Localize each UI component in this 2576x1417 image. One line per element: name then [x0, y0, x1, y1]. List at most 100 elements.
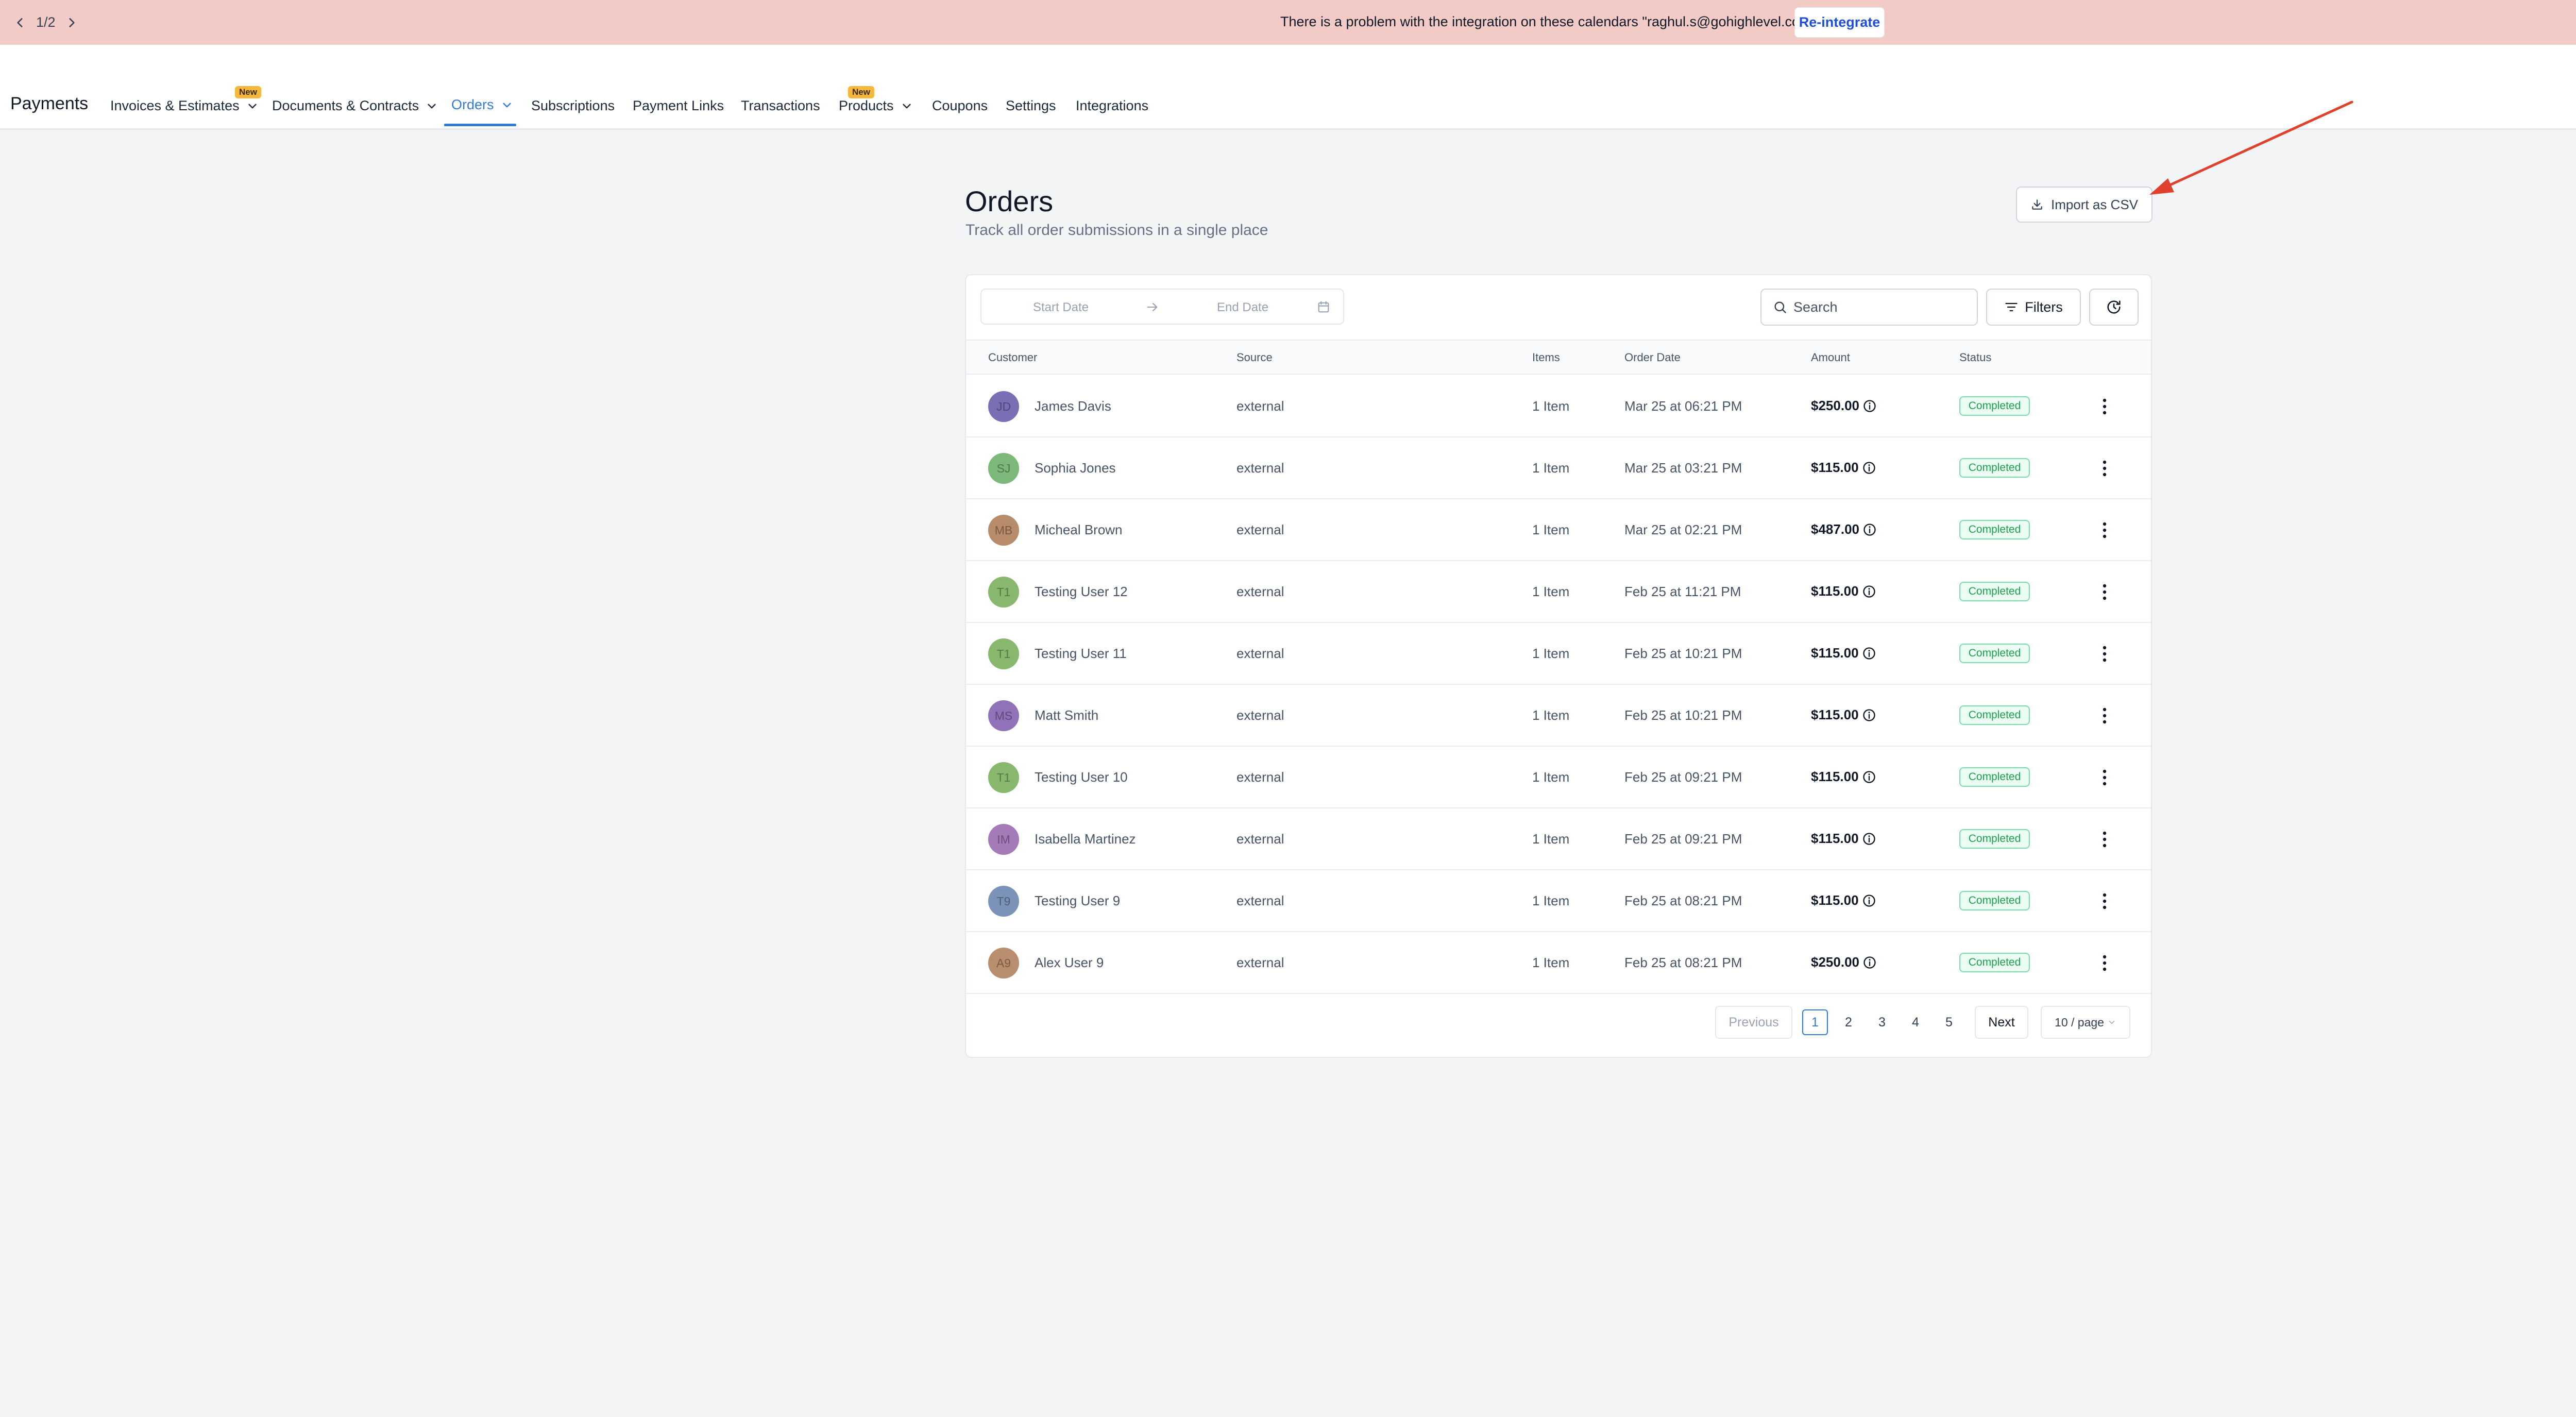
column-header[interactable]: Order Date [1624, 351, 1681, 364]
customer-name[interactable]: Testing User 12 [1035, 584, 1128, 599]
search-icon [1774, 301, 1786, 313]
table-row[interactable]: MS Matt Smith external 1 Item Feb 25 at 10:2… [966, 685, 2151, 747]
items-cell: 1 Item [1532, 584, 1570, 599]
avatar: A9 [988, 948, 1019, 979]
info-icon[interactable] [1862, 399, 1877, 413]
row-actions-button[interactable] [2098, 891, 2111, 912]
column-header[interactable]: Status [1959, 351, 1992, 364]
chevron-right-icon[interactable] [65, 16, 78, 29]
items-cell: 1 Item [1532, 893, 1570, 908]
column-header[interactable]: Source [1236, 351, 1273, 364]
info-icon[interactable] [1862, 955, 1877, 970]
info-icon[interactable] [1862, 832, 1876, 846]
table-row[interactable]: T1 Testing User 12 external 1 Item Feb 25 at… [966, 561, 2151, 623]
info-icon[interactable] [1862, 461, 1876, 475]
info-icon[interactable] [1862, 770, 1876, 784]
amount-cell: $115.00 [1811, 583, 1876, 599]
nav-payment-links[interactable]: Payment Links [633, 98, 724, 114]
nav-settings[interactable]: Settings [1006, 98, 1056, 114]
page-number[interactable]: 3 [1878, 1015, 1886, 1030]
page-number[interactable]: 2 [1845, 1015, 1852, 1030]
nav-products[interactable]: Products [839, 98, 913, 114]
new-badge: New [235, 86, 261, 98]
nav-orders[interactable]: Orders [451, 97, 514, 113]
customer-name[interactable]: Isabella Martinez [1035, 831, 1136, 847]
row-actions-button[interactable] [2098, 396, 2111, 417]
refresh-button[interactable] [2089, 289, 2139, 326]
customer-name[interactable]: Testing User 11 [1035, 646, 1127, 661]
source-cell: external [1236, 831, 1284, 847]
amount-cell: $115.00 [1811, 460, 1876, 476]
table-row[interactable]: T9 Testing User 9 external 1 Item Feb 25 at … [966, 870, 2151, 932]
search-box[interactable] [1760, 289, 1978, 326]
previous-page-button[interactable]: Previous [1715, 1006, 1792, 1039]
start-date-field[interactable]: Start Date [1033, 300, 1089, 314]
table-row[interactable]: SJ Sophia Jones external 1 Item Mar 25 at 03… [966, 437, 2151, 499]
table-row[interactable]: IM Isabella Martinez external 1 Item Feb 25 … [966, 808, 2151, 870]
nav-label: Products [839, 98, 894, 113]
customer-name[interactable]: James Davis [1035, 398, 1111, 414]
items-cell: 1 Item [1532, 398, 1570, 414]
search-input[interactable] [1793, 299, 1969, 315]
status-badge: Completed [1959, 953, 2030, 972]
amount-cell: $115.00 [1811, 892, 1876, 908]
next-page-button[interactable]: Next [1975, 1006, 2028, 1039]
chevron-left-icon[interactable] [13, 16, 27, 29]
customer-name[interactable]: Sophia Jones [1035, 460, 1116, 476]
calendar-icon[interactable] [1316, 300, 1331, 314]
end-date-field[interactable]: End Date [1217, 300, 1269, 314]
amount-value: $115.00 [1811, 460, 1859, 475]
nav-documents-contracts[interactable]: Documents & Contracts [272, 98, 438, 114]
nav-invoices-estimates[interactable]: Invoices & Estimates [110, 98, 259, 114]
customer-name[interactable]: Testing User 9 [1035, 893, 1121, 908]
annotation-arrow-icon [2149, 100, 2353, 195]
info-icon[interactable] [1862, 708, 1876, 722]
column-header[interactable]: Items [1532, 351, 1560, 364]
info-icon[interactable] [1862, 893, 1876, 908]
info-icon[interactable] [1862, 584, 1876, 599]
row-actions-button[interactable] [2098, 582, 2111, 602]
table-row[interactable]: JD James Davis external 1 Item Mar 25 at 06:… [966, 376, 2151, 437]
table-row[interactable]: T1 Testing User 10 external 1 Item Feb 25 at… [966, 747, 2151, 808]
column-header[interactable]: Amount [1811, 351, 1850, 364]
page-number[interactable]: 5 [1945, 1015, 1953, 1030]
page-subtitle: Track all order submissions in a single … [965, 222, 1268, 239]
amount-value: $487.00 [1811, 521, 1859, 537]
date-range-picker[interactable]: Start Date End Date [980, 289, 1344, 325]
info-icon[interactable] [1862, 646, 1876, 661]
nav-coupons[interactable]: Coupons [932, 98, 988, 114]
row-actions-button[interactable] [2098, 644, 2111, 664]
table-header: Customer Source Items Order Date Amount … [966, 340, 2151, 375]
customer-name[interactable]: Matt Smith [1035, 707, 1099, 723]
order-date-cell: Mar 25 at 02:21 PM [1624, 522, 1742, 537]
table-row[interactable]: A9 Alex User 9 external 1 Item Feb 25 at 08:… [966, 932, 2151, 994]
customer-name[interactable]: Testing User 10 [1035, 769, 1128, 785]
nav-label: Payment Links [633, 98, 724, 113]
page-number[interactable]: 4 [1912, 1015, 1919, 1030]
page-number[interactable]: 1 [1802, 1009, 1828, 1035]
page-size-select[interactable]: 10 / page [2041, 1006, 2130, 1039]
filters-button[interactable]: Filters [1986, 289, 2081, 326]
page-size-value: 10 / page [2055, 1015, 2104, 1029]
row-actions-button[interactable] [2098, 705, 2111, 726]
row-actions-button[interactable] [2098, 520, 2111, 541]
nav-label: Coupons [932, 98, 988, 113]
items-cell: 1 Item [1532, 831, 1570, 847]
column-header[interactable]: Customer [988, 351, 1038, 364]
nav-integrations[interactable]: Integrations [1076, 98, 1148, 114]
table-row[interactable]: MB Micheal Brown external 1 Item Mar 25 at 0… [966, 499, 2151, 561]
info-icon[interactable] [1862, 522, 1877, 537]
customer-name[interactable]: Alex User 9 [1035, 955, 1104, 970]
amount-value: $115.00 [1811, 769, 1859, 784]
nav-subscriptions[interactable]: Subscriptions [531, 98, 615, 114]
row-actions-button[interactable] [2098, 767, 2111, 788]
row-actions-button[interactable] [2098, 829, 2111, 850]
nav-transactions[interactable]: Transactions [741, 98, 820, 114]
row-actions-button[interactable] [2098, 458, 2111, 479]
import-csv-button[interactable]: Import as CSV [2016, 187, 2153, 223]
reintegrate-button[interactable]: Re-integrate [1794, 7, 1885, 38]
row-actions-button[interactable] [2098, 953, 2111, 973]
table-row[interactable]: T1 Testing User 11 external 1 Item Feb 25 at… [966, 623, 2151, 685]
customer-name[interactable]: Micheal Brown [1035, 522, 1123, 537]
status-badge: Completed [1959, 767, 2030, 787]
